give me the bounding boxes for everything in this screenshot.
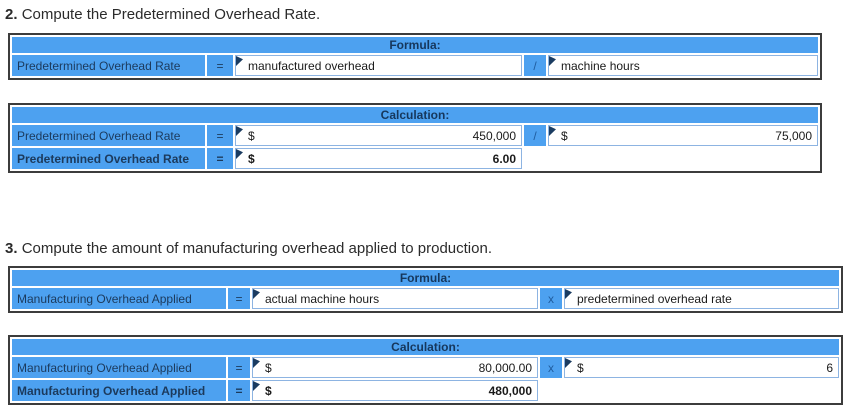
- row-label: Manufacturing Overhead Applied: [12, 288, 226, 309]
- formula-input-factor1[interactable]: actual machine hours: [252, 288, 538, 309]
- divide-operator: /: [524, 125, 546, 146]
- row-label: Manufacturing Overhead Applied: [12, 357, 226, 378]
- currency-symbol: $: [265, 360, 272, 375]
- question-2-text: Compute the Predetermined Overhead Rate.: [21, 6, 321, 23]
- row-label: Manufacturing Overhead Applied: [12, 380, 226, 401]
- empty-cell: [524, 148, 818, 169]
- input-marker-icon: [253, 289, 260, 299]
- input-marker-icon: [253, 358, 260, 368]
- currency-symbol: $: [577, 360, 584, 375]
- amount-value: 75,000: [775, 128, 812, 143]
- question-2-number: 2.: [5, 6, 18, 23]
- result-input[interactable]: $ 6.00: [235, 148, 522, 169]
- formula-input-numerator[interactable]: manufactured overhead: [235, 55, 522, 76]
- formula-input-text: manufactured overhead: [248, 58, 375, 73]
- formula-input-text: actual machine hours: [265, 291, 380, 306]
- equals-sign: =: [228, 357, 250, 378]
- formula-header-row: Formula:: [12, 37, 818, 53]
- input-marker-icon: [253, 381, 260, 391]
- input-marker-icon: [565, 358, 572, 368]
- input-marker-icon: [236, 126, 243, 136]
- amount-value: 450,000: [472, 128, 516, 143]
- row-label: Predetermined Overhead Rate: [12, 148, 205, 169]
- equals-sign: =: [207, 125, 233, 146]
- currency-symbol: $: [248, 151, 255, 166]
- input-marker-icon: [565, 289, 572, 299]
- equals-sign: =: [228, 380, 250, 401]
- multiply-operator: x: [540, 357, 562, 378]
- amount-value: 6.00: [492, 151, 516, 166]
- formula-row: Predetermined Overhead Rate = manufactur…: [12, 55, 818, 76]
- question-3-text: Compute the amount of manufacturing over…: [21, 240, 492, 257]
- calculation-header: Calculation:: [12, 107, 818, 123]
- question-2-title: 2. Compute the Predetermined Overhead Ra…: [5, 6, 320, 23]
- amount-value: 80,000.00: [478, 360, 532, 375]
- equals-sign: =: [228, 288, 250, 309]
- value-input-numerator[interactable]: $ 450,000: [235, 125, 522, 146]
- calculation-table-q2: Calculation: Predetermined Overhead Rate…: [8, 103, 822, 173]
- question-3-title: 3. Compute the amount of manufacturing o…: [5, 240, 492, 257]
- equals-sign: =: [207, 148, 233, 169]
- question-3-number: 3.: [5, 240, 18, 257]
- empty-cell: [540, 380, 839, 401]
- formula-row: Manufacturing Overhead Applied = actual …: [12, 288, 839, 309]
- result-input[interactable]: $ 480,000: [252, 380, 538, 401]
- currency-symbol: $: [265, 383, 272, 398]
- amount-value: 6: [826, 360, 833, 375]
- formula-table-q2: Formula: Predetermined Overhead Rate = m…: [8, 33, 822, 80]
- calculation-header-row: Calculation:: [12, 339, 839, 355]
- input-marker-icon: [549, 126, 556, 136]
- amount-value: 480,000: [488, 383, 532, 398]
- formula-input-factor2[interactable]: predetermined overhead rate: [564, 288, 839, 309]
- calculation-header: Calculation:: [12, 339, 839, 355]
- calculation-table-q3: Calculation: Manufacturing Overhead Appl…: [8, 335, 843, 405]
- row-label: Predetermined Overhead Rate: [12, 55, 205, 76]
- divide-operator: /: [524, 55, 546, 76]
- calculation-row: Predetermined Overhead Rate = $ 450,000 …: [12, 125, 818, 146]
- formula-input-text: machine hours: [561, 58, 640, 73]
- value-input-factor1[interactable]: $ 80,000.00: [252, 357, 538, 378]
- formula-header: Formula:: [12, 37, 818, 53]
- calculation-result-row: Predetermined Overhead Rate = $ 6.00: [12, 148, 818, 169]
- formula-header: Formula:: [12, 270, 839, 286]
- calculation-header-row: Calculation:: [12, 107, 818, 123]
- formula-header-row: Formula:: [12, 270, 839, 286]
- input-marker-icon: [549, 56, 556, 66]
- calculation-row: Manufacturing Overhead Applied = $ 80,00…: [12, 357, 839, 378]
- value-input-denominator[interactable]: $ 75,000: [548, 125, 818, 146]
- formula-input-denominator[interactable]: machine hours: [548, 55, 818, 76]
- calculation-result-row: Manufacturing Overhead Applied = $ 480,0…: [12, 380, 839, 401]
- row-label: Predetermined Overhead Rate: [12, 125, 205, 146]
- value-input-factor2[interactable]: $ 6: [564, 357, 839, 378]
- equals-sign: =: [207, 55, 233, 76]
- currency-symbol: $: [561, 128, 568, 143]
- formula-input-text: predetermined overhead rate: [577, 291, 732, 306]
- input-marker-icon: [236, 56, 243, 66]
- input-marker-icon: [236, 149, 243, 159]
- multiply-operator: x: [540, 288, 562, 309]
- formula-table-q3: Formula: Manufacturing Overhead Applied …: [8, 266, 843, 313]
- currency-symbol: $: [248, 128, 255, 143]
